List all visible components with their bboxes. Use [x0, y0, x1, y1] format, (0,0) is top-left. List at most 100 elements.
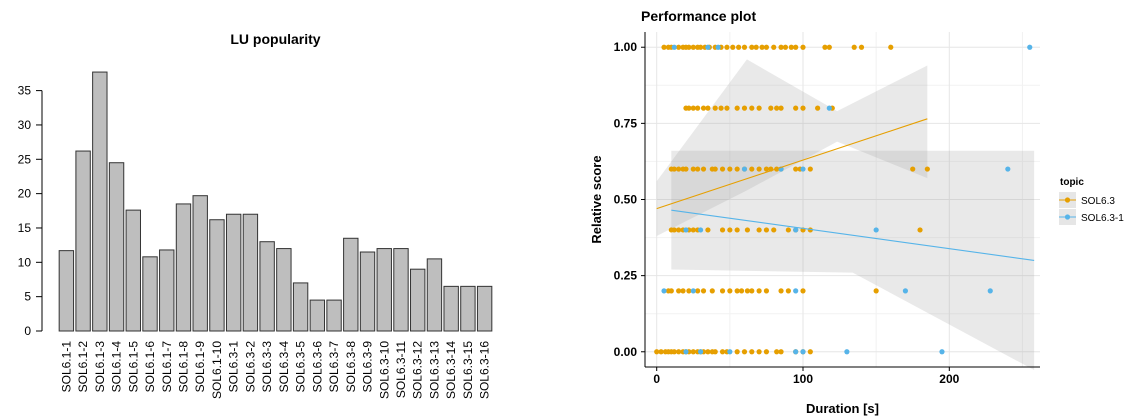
- data-point: [774, 105, 780, 111]
- x-tick-label: SOL6.3-9: [361, 341, 375, 393]
- y-tick-label: 5: [24, 290, 31, 304]
- data-point: [749, 166, 755, 172]
- x-tick-label: SOL6.1-9: [193, 341, 207, 393]
- data-point: [730, 44, 736, 50]
- data-point: [851, 44, 857, 50]
- bar: [326, 299, 342, 332]
- data-point: [807, 349, 813, 355]
- data-point: [763, 166, 770, 172]
- y-tick-label: 0.25: [614, 269, 638, 283]
- data-point: [800, 288, 806, 294]
- data-point: [793, 166, 799, 172]
- x-tick-label: SOL6.1-6: [143, 341, 157, 393]
- bar: [175, 203, 192, 332]
- data-point: [741, 166, 748, 172]
- x-tick-label: SOL6.3-2: [243, 341, 257, 393]
- data-point: [676, 349, 682, 355]
- data-point: [705, 105, 711, 111]
- legend: topic SOL6.3 SOL6.3-1: [1059, 177, 1124, 225]
- data-point: [683, 227, 689, 233]
- data-point: [741, 349, 748, 355]
- bar: [225, 213, 242, 332]
- data-point: [700, 288, 707, 294]
- data-point: [719, 349, 726, 355]
- data-point: [793, 288, 799, 294]
- bar: [309, 299, 326, 332]
- data-point: [697, 227, 704, 233]
- x-tick-label: SOL6.3-5: [294, 341, 308, 393]
- data-point: [756, 349, 762, 355]
- y-tick-label: 20: [18, 187, 32, 201]
- trend-line: [656, 118, 928, 210]
- bar: [142, 256, 158, 332]
- data-point: [690, 288, 696, 294]
- bar: [159, 249, 175, 332]
- data-point: [778, 288, 784, 294]
- data-point: [768, 105, 774, 111]
- y-tick-label: 1.00: [614, 40, 638, 54]
- data-point: [686, 44, 692, 50]
- data-point: [778, 105, 784, 111]
- data-point: [712, 105, 718, 111]
- data-point: [741, 105, 748, 111]
- data-point: [683, 166, 689, 172]
- legend-entry-label: SOL6.3-1: [1081, 213, 1124, 224]
- data-point: [712, 166, 718, 172]
- x-tick-label: SOL6.3-10: [377, 341, 391, 399]
- y-tick-label: 10: [18, 255, 32, 269]
- data-point: [690, 44, 696, 50]
- data-point: [800, 349, 806, 355]
- data-point: [661, 44, 667, 50]
- confidence-band: [671, 150, 1035, 371]
- x-tick-label: SOL6.3-15: [461, 341, 475, 399]
- data-point: [749, 105, 755, 111]
- data-point: [756, 105, 762, 111]
- y-tick-label: 0.00: [614, 345, 638, 359]
- data-point: [873, 288, 879, 294]
- performance-chart-axes: 0 100 200 0.00 0.25 0.50 0.75 1.00: [614, 32, 1040, 386]
- trend-line: [671, 209, 1035, 261]
- data-point: [695, 166, 701, 172]
- y-tick-label: 15: [18, 221, 32, 235]
- data-point: [705, 227, 711, 233]
- data-point: [738, 288, 745, 294]
- data-point: [676, 288, 682, 294]
- data-point: [671, 166, 677, 172]
- data-point: [800, 166, 806, 172]
- legend-title: topic: [1060, 177, 1084, 188]
- data-point: [671, 227, 677, 233]
- x-tick-label: 100: [793, 372, 813, 386]
- performance-chart-panel: [645, 32, 1040, 371]
- bar: [92, 71, 108, 332]
- bar-chart-bars: [58, 71, 493, 332]
- data-point: [734, 288, 740, 294]
- bar: [393, 248, 409, 332]
- legend-entry-label: SOL6.3: [1081, 196, 1115, 207]
- x-tick-label: SOL6.1-2: [76, 341, 90, 393]
- x-tick-label: SOL6.3-3: [260, 341, 274, 393]
- data-point: [800, 44, 806, 50]
- data-point: [793, 44, 799, 50]
- data-point: [924, 166, 930, 172]
- data-point: [690, 166, 696, 172]
- x-tick-label: SOL6.1-3: [93, 341, 107, 393]
- x-tick-label: SOL6.1-7: [160, 341, 174, 393]
- data-point: [785, 288, 791, 294]
- data-point: [690, 349, 696, 355]
- bar: [343, 237, 359, 332]
- x-tick-label: SOL6.3-4: [277, 341, 291, 393]
- x-tick-label: SOL6.1-1: [59, 341, 73, 393]
- data-point: [718, 105, 724, 111]
- x-tick-label: SOL6.3-12: [411, 341, 425, 399]
- data-point: [858, 44, 865, 50]
- data-point: [793, 227, 799, 233]
- bar: [75, 150, 91, 332]
- x-tick-label: SOL6.3-14: [444, 341, 458, 399]
- data-point: [724, 105, 730, 111]
- data-point: [873, 227, 879, 233]
- data-point: [793, 349, 799, 355]
- bar: [460, 285, 476, 332]
- data-point: [727, 288, 733, 294]
